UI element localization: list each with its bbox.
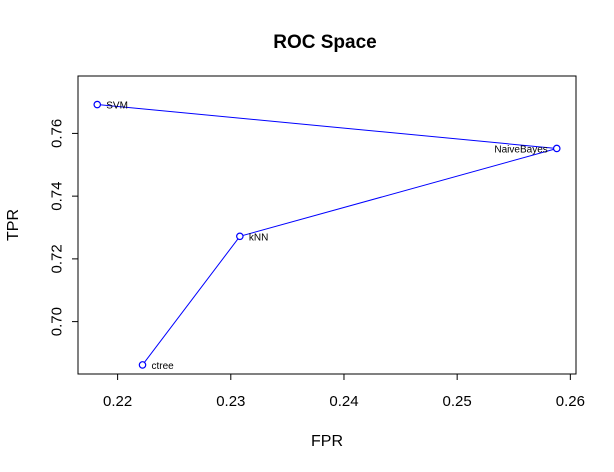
x-tick-label: 0.25 (443, 393, 472, 410)
x-tick-label: 0.22 (103, 393, 132, 410)
point-knn (236, 232, 244, 241)
x-axis-title: FPR (311, 433, 343, 450)
point-label-naivebayes: NaiveBayes (494, 144, 547, 155)
point-label-ctree: ctree (152, 361, 175, 372)
point-ctree (138, 361, 147, 369)
x-axis: 0.22 0.23 0.24 0.25 0.26 (103, 373, 585, 410)
roc-series: ctree kNN NaiveBayes SVM (93, 100, 561, 372)
y-tick-label: 0.74 (49, 182, 66, 211)
y-tick-label: 0.70 (49, 307, 66, 336)
plot-frame (77, 75, 577, 375)
roc-line (97, 104, 557, 366)
chart-title: ROC Space (273, 32, 376, 53)
y-tick-label: 0.72 (49, 244, 66, 273)
point-naivebayes (552, 144, 561, 153)
point-svm (93, 100, 102, 109)
y-axis: 0.70 0.72 0.74 0.76 (49, 119, 79, 336)
x-tick-label: 0.26 (556, 393, 585, 410)
point-label-knn: kNN (249, 232, 268, 243)
x-tick-label: 0.23 (216, 393, 245, 410)
y-tick-label: 0.76 (49, 119, 66, 148)
point-label-svm: SVM (106, 101, 128, 112)
y-axis-title: TPR (5, 209, 22, 241)
x-tick-label: 0.24 (329, 393, 358, 410)
